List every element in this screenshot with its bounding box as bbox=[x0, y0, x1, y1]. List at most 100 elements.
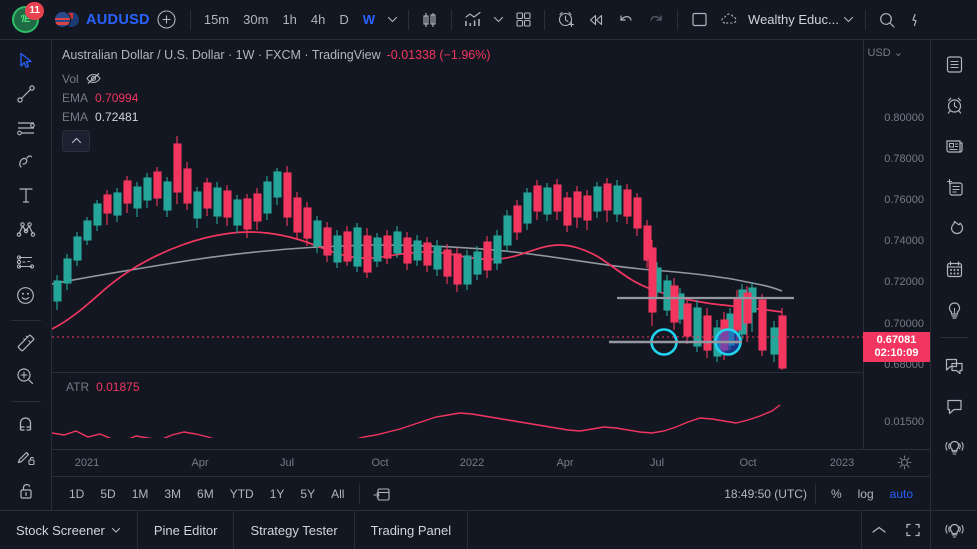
stay-in-drawing-mode-tool[interactable] bbox=[7, 443, 45, 473]
divider bbox=[451, 9, 453, 30]
news-icon[interactable] bbox=[936, 128, 972, 164]
rewind-replay-icon[interactable] bbox=[581, 5, 611, 35]
timeframe-15m[interactable]: 15m bbox=[203, 12, 230, 27]
watchlist-icon[interactable] bbox=[936, 46, 972, 82]
eye-crossed-icon[interactable] bbox=[86, 72, 101, 85]
ema-slow-line bbox=[52, 244, 783, 292]
scale-percent-button[interactable]: % bbox=[830, 486, 842, 501]
range-6m[interactable]: 6M bbox=[197, 486, 214, 501]
range-5y[interactable]: 5Y bbox=[300, 486, 316, 501]
tab-trading-panel[interactable]: Trading Panel bbox=[355, 511, 469, 549]
alerts-clock-icon[interactable] bbox=[936, 87, 972, 123]
text-tool[interactable] bbox=[7, 180, 45, 210]
timeframe-d[interactable]: D bbox=[339, 12, 349, 27]
layout-name-label[interactable]: Wealthy Educ... bbox=[748, 12, 839, 27]
time-tick-2: Jul bbox=[279, 457, 295, 469]
search-icon[interactable] bbox=[872, 5, 902, 35]
trend-line-tool[interactable] bbox=[7, 80, 45, 110]
emoji-tool[interactable] bbox=[7, 281, 45, 311]
data-window-icon[interactable] bbox=[936, 169, 972, 205]
range-1m[interactable]: 1M bbox=[131, 486, 149, 501]
redo-arrow-icon[interactable] bbox=[641, 5, 671, 35]
chevron-down-icon[interactable] bbox=[111, 525, 121, 535]
pane-divider[interactable] bbox=[52, 372, 930, 373]
timeframe-1h[interactable]: 1h bbox=[282, 12, 297, 27]
chevron-up-icon[interactable] bbox=[862, 511, 896, 549]
tab-stock-screener[interactable]: Stock Screener bbox=[0, 511, 138, 549]
app-logo-button[interactable]: 'lE 11 bbox=[6, 1, 44, 39]
notification-badge[interactable]: 11 bbox=[25, 1, 44, 20]
broker-ideas-icon[interactable] bbox=[936, 429, 972, 465]
public-chat-icon[interactable] bbox=[936, 347, 972, 383]
candlestick-chart[interactable] bbox=[52, 40, 930, 372]
range-3m[interactable]: 3M bbox=[164, 486, 182, 501]
price-pane[interactable]: Australian Dollar / U.S. Dollar · 1W · F… bbox=[52, 40, 930, 372]
chart-clock[interactable]: 18:49:50 (UTC) bbox=[724, 486, 807, 501]
undo-arrow-icon[interactable] bbox=[611, 5, 641, 35]
chart-settings-gear-icon[interactable] bbox=[897, 455, 912, 470]
legend-row-vol[interactable]: Vol bbox=[62, 69, 491, 88]
status-bar: Stock Screener Pine Editor Strategy Test… bbox=[0, 510, 977, 549]
divider bbox=[544, 9, 546, 30]
divider bbox=[10, 319, 41, 321]
zoom-in-tool[interactable] bbox=[7, 362, 45, 392]
range-5d[interactable]: 5D bbox=[100, 486, 116, 501]
lock-drawings-tool[interactable] bbox=[7, 477, 45, 507]
calendar-icon[interactable] bbox=[936, 251, 972, 287]
magnet-tool[interactable] bbox=[7, 409, 45, 439]
legend-row-ema-slow[interactable]: EMA 0.72481 bbox=[62, 107, 491, 126]
chart-legend: Australian Dollar / U.S. Dollar · 1W · F… bbox=[62, 48, 491, 152]
scale-log-button[interactable]: log bbox=[857, 486, 874, 501]
price-axis[interactable]: USD ⌄ 0.80000 0.78000 0.76000 0.74000 0.… bbox=[863, 40, 930, 449]
chart-title[interactable]: Australian Dollar / U.S. Dollar · 1W · F… bbox=[62, 48, 491, 62]
chevron-down-icon[interactable] bbox=[382, 5, 402, 35]
tab-pine-editor[interactable]: Pine Editor bbox=[138, 511, 235, 549]
collapse-legend-button[interactable] bbox=[62, 130, 90, 152]
price-axis-currency[interactable]: USD ⌄ bbox=[867, 47, 903, 59]
tab-strategy-tester[interactable]: Strategy Tester bbox=[234, 511, 355, 549]
hotlist-fire-icon[interactable] bbox=[936, 210, 972, 246]
goto-date-icon[interactable] bbox=[368, 481, 394, 507]
brush-tool[interactable] bbox=[7, 147, 45, 177]
scale-auto-button[interactable]: auto bbox=[889, 486, 913, 501]
ideas-bulb-icon[interactable] bbox=[936, 292, 972, 328]
atr-label: ATR bbox=[66, 380, 90, 394]
current-price-badge[interactable]: 0.67081 02:10:09 bbox=[863, 332, 930, 362]
timeframe-w[interactable]: W bbox=[362, 12, 376, 27]
atr-pane[interactable]: ATR 0.01875 bbox=[52, 373, 930, 438]
legend-name-vol: Vol bbox=[62, 71, 79, 86]
chart-container[interactable]: Australian Dollar / U.S. Dollar · 1W · F… bbox=[52, 40, 930, 510]
add-symbol-button[interactable] bbox=[150, 10, 184, 29]
cloud-save-icon[interactable] bbox=[714, 5, 744, 35]
range-1y[interactable]: 1Y bbox=[269, 486, 285, 501]
prediction-tool[interactable] bbox=[7, 247, 45, 277]
cursor-tool[interactable] bbox=[7, 46, 45, 76]
timeframe-4h[interactable]: 4h bbox=[310, 12, 326, 27]
divider bbox=[677, 9, 679, 30]
candlestick-chart-icon[interactable] bbox=[415, 5, 445, 35]
range-ytd[interactable]: YTD bbox=[229, 486, 254, 501]
timeframe-30m[interactable]: 30m bbox=[243, 12, 269, 27]
alarm-clock-plus-icon[interactable] bbox=[551, 5, 581, 35]
range-1d[interactable]: 1D bbox=[69, 486, 85, 501]
patterns-tool[interactable] bbox=[7, 214, 45, 244]
fullscreen-icon[interactable] bbox=[896, 511, 930, 549]
grid-templates-icon[interactable] bbox=[508, 5, 538, 35]
legend-name-ema-fast: EMA bbox=[62, 90, 89, 105]
symbol-button[interactable]: AUDUSD bbox=[86, 11, 150, 28]
indicators-chart-icon[interactable] bbox=[458, 5, 488, 35]
horizontal-lines-tool[interactable] bbox=[7, 113, 45, 143]
private-chat-icon[interactable] bbox=[936, 388, 972, 424]
range-all[interactable]: All bbox=[331, 486, 345, 501]
atr-legend[interactable]: ATR 0.01875 bbox=[62, 379, 144, 395]
time-axis[interactable]: 2021 Apr Jul Oct 2022 Apr Jul Oct 2023 bbox=[52, 449, 930, 476]
legend-row-ema-fast[interactable]: EMA 0.70994 bbox=[62, 88, 491, 107]
broker-bulb-icon[interactable] bbox=[930, 511, 977, 549]
measure-ruler-tool[interactable] bbox=[7, 328, 45, 358]
layout-square-icon[interactable] bbox=[684, 5, 714, 35]
expand-icon[interactable] bbox=[902, 5, 932, 35]
drawing-toolbar bbox=[0, 40, 52, 510]
chevron-down-icon[interactable] bbox=[488, 5, 508, 35]
chevron-down-icon[interactable] bbox=[839, 5, 859, 35]
